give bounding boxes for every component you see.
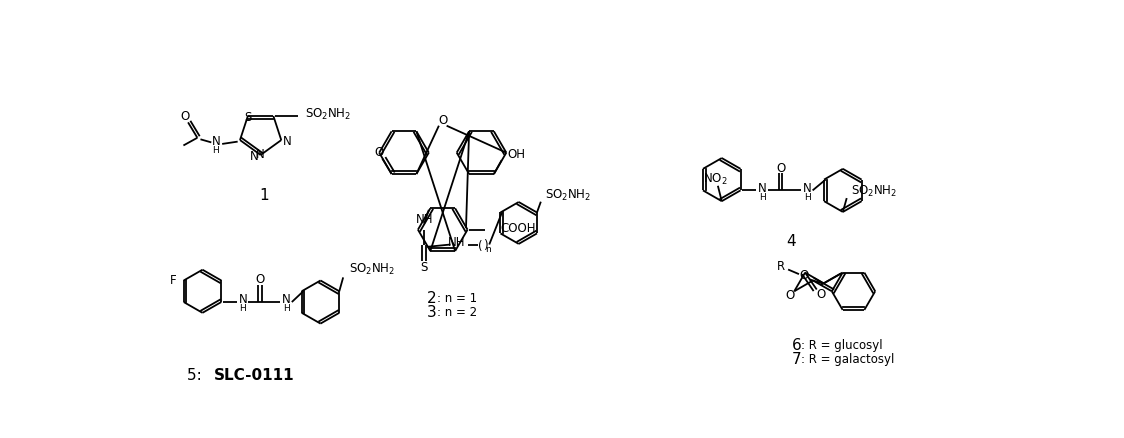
Text: R: R bbox=[777, 260, 786, 273]
Text: SO$_2$NH$_2$: SO$_2$NH$_2$ bbox=[545, 188, 591, 203]
Text: 5:: 5: bbox=[187, 368, 207, 383]
Text: O: O bbox=[180, 110, 190, 123]
Text: : n = 1: : n = 1 bbox=[436, 293, 477, 305]
Text: H: H bbox=[283, 304, 290, 314]
Text: : R = glucosyl: : R = glucosyl bbox=[800, 339, 882, 352]
Text: OH: OH bbox=[508, 148, 526, 161]
Text: S: S bbox=[244, 111, 252, 124]
Text: (: ( bbox=[479, 240, 483, 253]
Text: 3: 3 bbox=[427, 305, 437, 320]
Text: n: n bbox=[484, 245, 490, 254]
Text: O: O bbox=[786, 289, 795, 302]
Text: N: N bbox=[758, 182, 767, 194]
Text: H: H bbox=[804, 193, 810, 202]
Text: O: O bbox=[777, 162, 786, 175]
Text: O: O bbox=[816, 288, 825, 300]
Text: : R = galactosyl: : R = galactosyl bbox=[800, 353, 895, 366]
Text: NO$_2$: NO$_2$ bbox=[704, 172, 728, 187]
Text: H: H bbox=[212, 146, 219, 155]
Text: COOH: COOH bbox=[500, 222, 536, 235]
Text: SLC-0111: SLC-0111 bbox=[215, 368, 294, 383]
Text: F: F bbox=[170, 274, 176, 287]
Text: ): ) bbox=[483, 239, 488, 252]
Text: O: O bbox=[438, 114, 447, 127]
Text: 7: 7 bbox=[791, 352, 801, 367]
Text: SO$_2$NH$_2$: SO$_2$NH$_2$ bbox=[348, 262, 395, 277]
Text: H: H bbox=[239, 304, 246, 314]
Text: O: O bbox=[374, 146, 383, 159]
Text: : n = 2: : n = 2 bbox=[436, 306, 477, 319]
Text: N: N bbox=[803, 182, 812, 194]
Text: NH: NH bbox=[448, 236, 465, 249]
Text: S: S bbox=[420, 261, 428, 274]
Text: N: N bbox=[256, 148, 265, 161]
Text: N: N bbox=[283, 135, 292, 148]
Text: SO$_2$NH$_2$: SO$_2$NH$_2$ bbox=[305, 107, 351, 122]
Text: 6: 6 bbox=[791, 338, 801, 353]
Text: 4: 4 bbox=[787, 234, 796, 249]
Text: 2: 2 bbox=[427, 291, 437, 307]
Text: O: O bbox=[799, 269, 808, 282]
Text: NH: NH bbox=[416, 212, 433, 226]
Text: N: N bbox=[211, 135, 220, 148]
Text: 1: 1 bbox=[260, 187, 270, 202]
Text: O: O bbox=[255, 273, 264, 286]
Text: N: N bbox=[250, 150, 259, 163]
Text: H: H bbox=[759, 193, 765, 202]
Text: N: N bbox=[282, 293, 291, 306]
Text: SO$_2$NH$_2$: SO$_2$NH$_2$ bbox=[851, 184, 897, 199]
Text: N: N bbox=[238, 293, 247, 306]
